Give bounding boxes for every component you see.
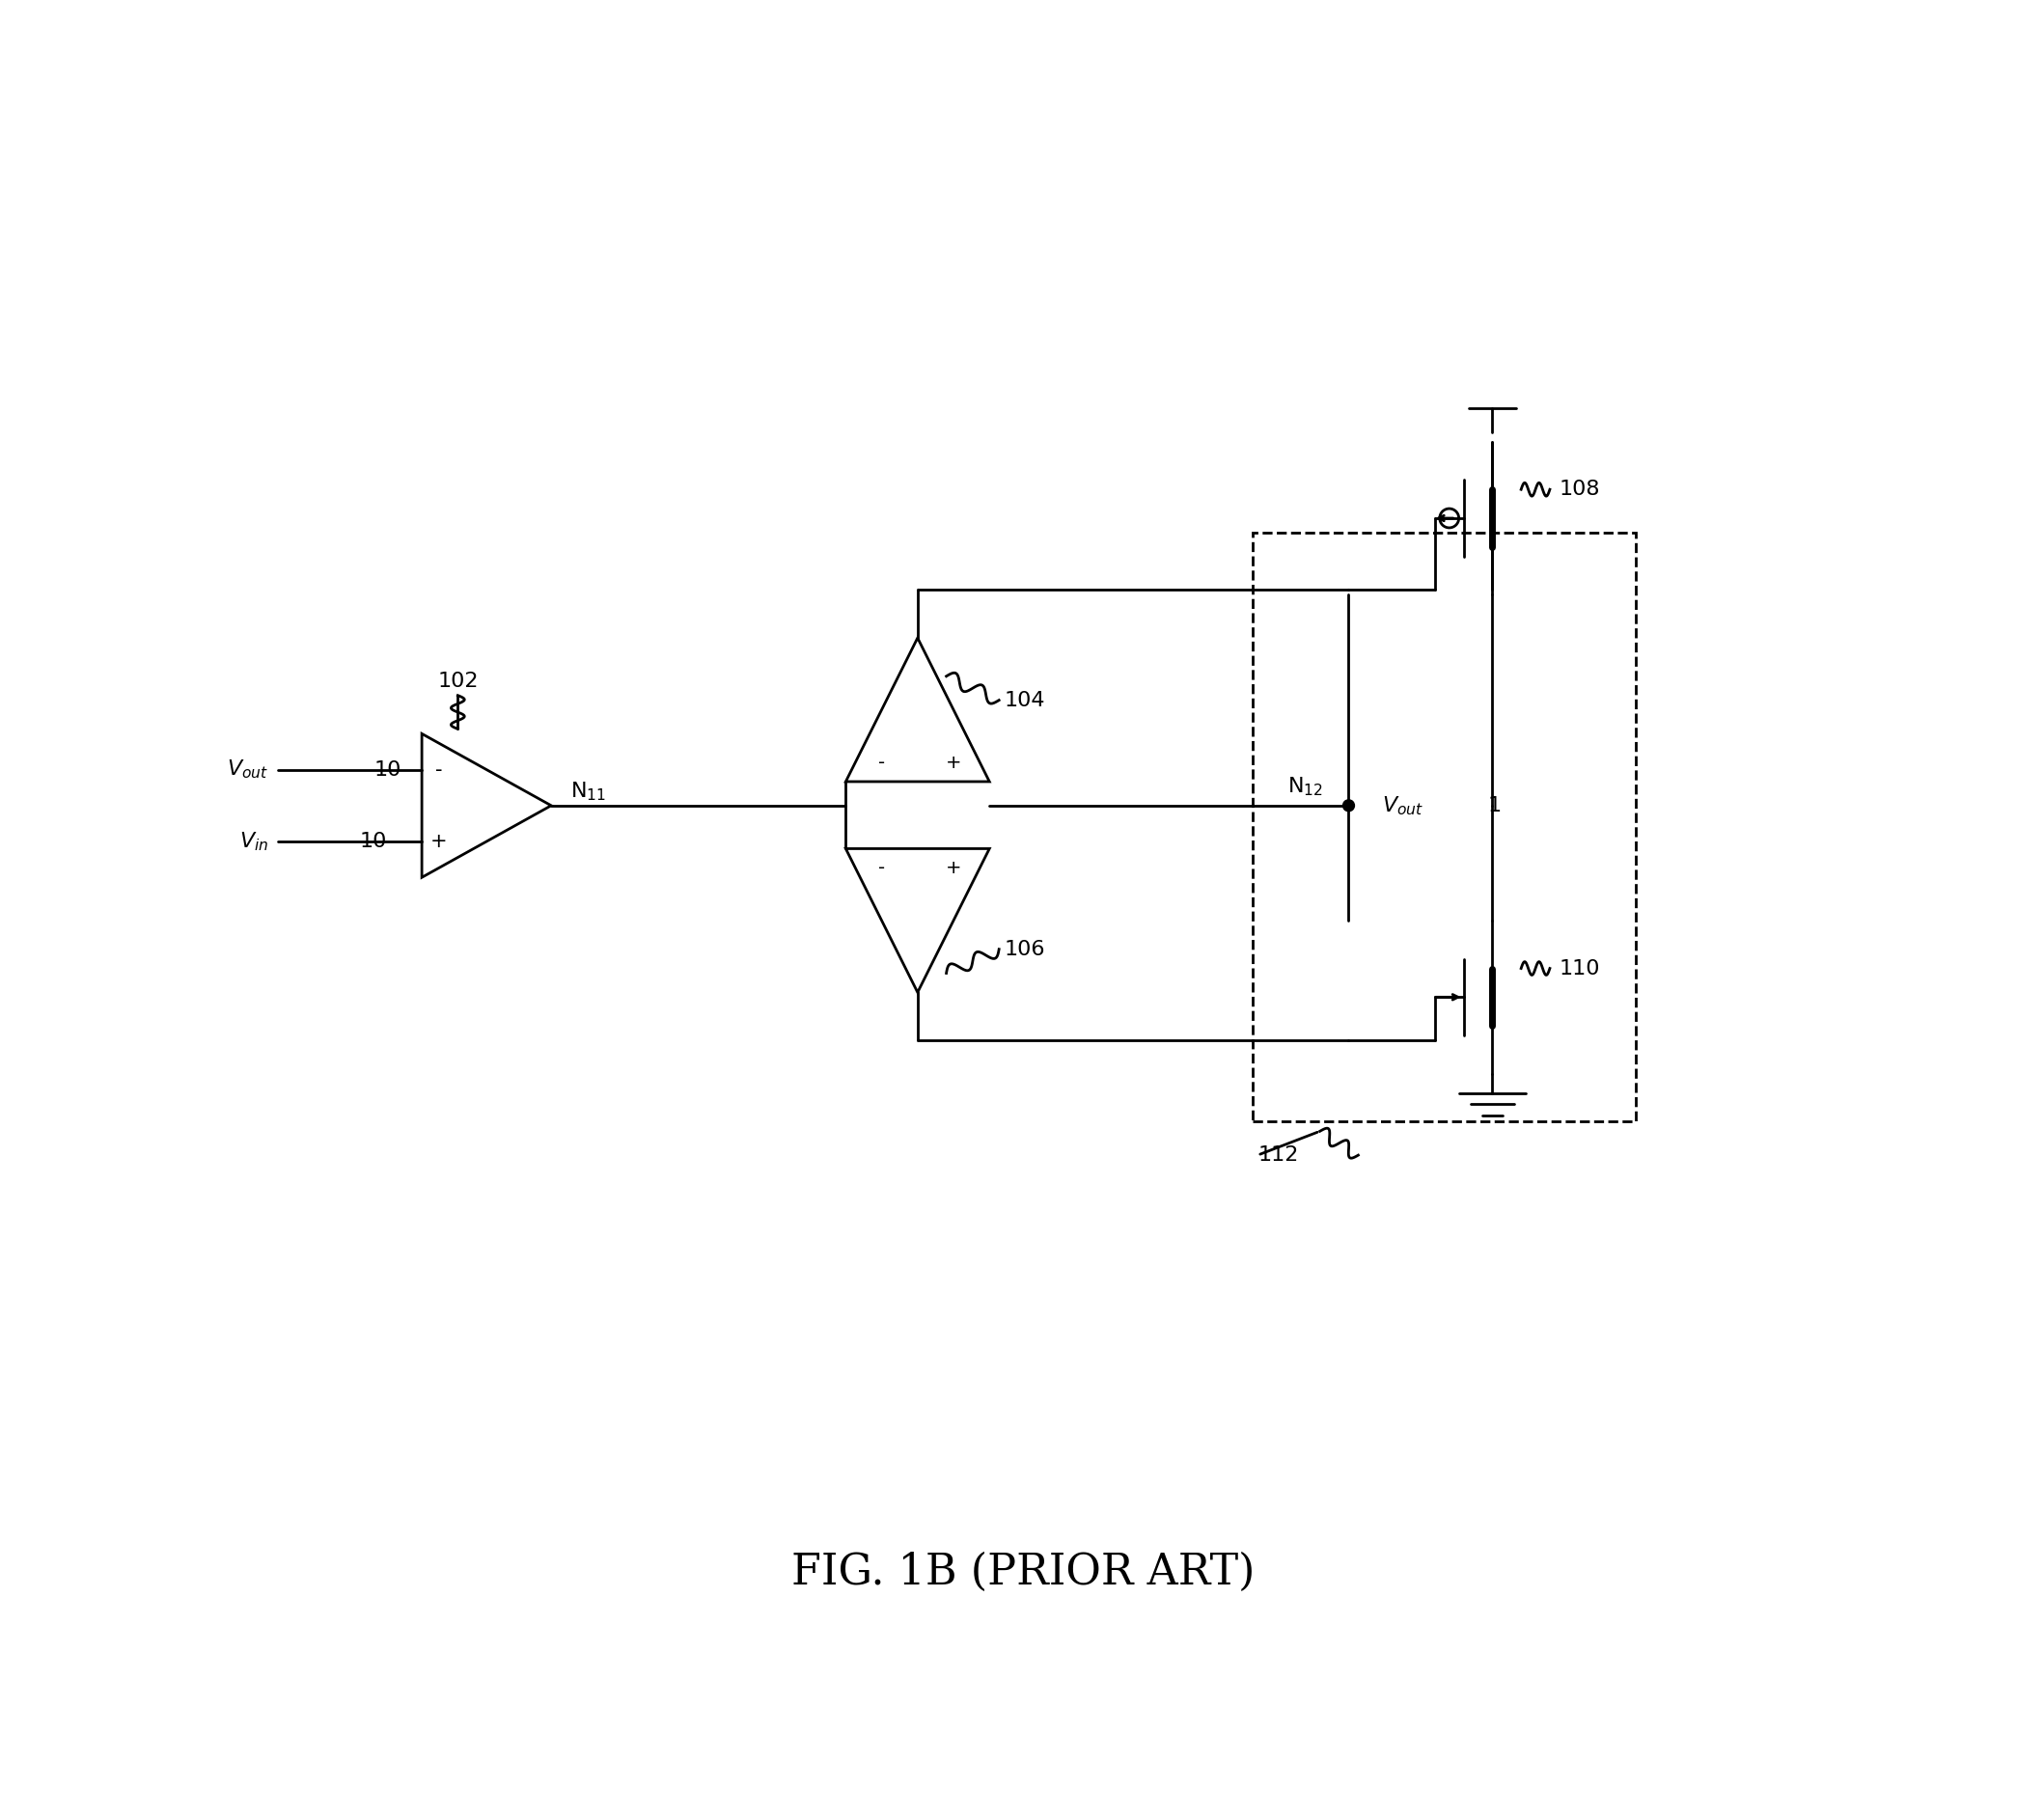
Circle shape [1343,800,1355,811]
Text: -: - [879,858,885,876]
Text: 104: 104 [1004,691,1044,709]
Text: -: - [435,760,444,780]
Text: 102: 102 [437,671,478,691]
Text: $\mathregular{N_{12}}$: $\mathregular{N_{12}}$ [1288,774,1322,798]
Text: -: - [879,753,885,771]
Text: 110: 110 [1560,958,1600,978]
Text: $\mathregular{V_{out}}$: $\mathregular{V_{out}}$ [1382,794,1425,816]
Text: +: + [946,753,961,771]
Text: 1: 1 [1488,796,1500,814]
Text: $\mathregular{N_{11}}$: $\mathregular{N_{11}}$ [570,780,607,802]
Text: FIG. 1B (PRIOR ART): FIG. 1B (PRIOR ART) [791,1551,1255,1593]
Text: 10: 10 [360,833,386,851]
Text: +: + [946,858,961,876]
Text: $\mathregular{V_{out}}$: $\mathregular{V_{out}}$ [227,758,268,782]
Text: 108: 108 [1560,480,1600,500]
Text: $\mathregular{V_{in}}$: $\mathregular{V_{in}}$ [239,831,268,853]
Text: 10: 10 [374,760,401,780]
Text: +: + [431,833,448,851]
Text: 112: 112 [1257,1145,1298,1165]
Text: 106: 106 [1004,940,1044,958]
